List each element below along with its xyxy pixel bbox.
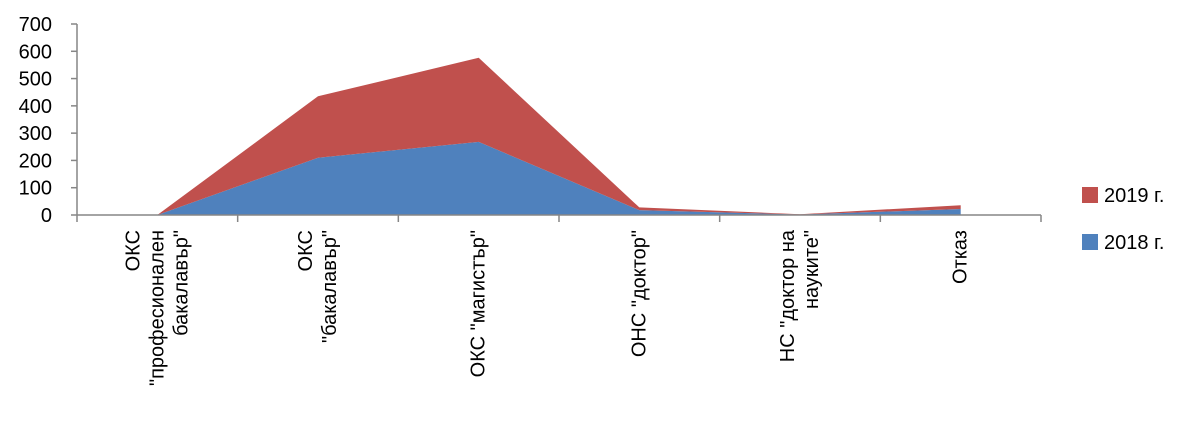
legend-swatch — [1082, 187, 1098, 203]
x-category-label-line: "бакалавър" — [319, 230, 341, 343]
chart-areas — [157, 57, 961, 215]
x-category-label: ОКС "професионален бакалавър" — [122, 230, 192, 386]
x-category-label-line: бакалавър" — [170, 230, 192, 336]
x-category-label-line: науките" — [801, 230, 823, 309]
legend-label: 2019 г. — [1104, 185, 1164, 207]
x-category-label: Отказ — [950, 230, 972, 284]
x-category-label-line: ОКС — [295, 230, 317, 271]
x-category-label-line: Отказ — [950, 230, 972, 284]
x-category-label-line: ОКС — [122, 230, 144, 271]
x-axis-categories: ОКС "професионален бакалавър" ОКС "бакалавър… — [76, 215, 1042, 386]
y-tick-label: 200 — [19, 150, 52, 172]
y-axis-ticks: 0 100 200 300 400 500 600 700 — [19, 14, 77, 227]
y-tick-label: 500 — [19, 69, 52, 91]
legend: 2019 г. 2018 г. — [1082, 185, 1164, 254]
y-tick-label: 600 — [19, 41, 52, 63]
y-tick-label: 100 — [19, 178, 52, 200]
area-series-2 — [157, 57, 961, 215]
area-series-1 — [157, 141, 961, 215]
x-category-label-line: "професионален — [146, 230, 168, 386]
y-tick-label: 0 — [41, 205, 52, 227]
y-tick-label: 400 — [19, 96, 52, 118]
legend-item: 2018 г. — [1082, 232, 1164, 254]
legend-item: 2019 г. — [1082, 185, 1164, 207]
y-tick-label: 700 — [19, 14, 52, 36]
x-category-label-line: ОКС "магистър" — [468, 230, 490, 377]
x-category-label: ОНС "доктор" — [628, 230, 650, 357]
x-category-label: НС "доктор на науките" — [777, 229, 823, 362]
x-category-label: ОКС "бакалавър" — [295, 230, 341, 343]
legend-swatch — [1082, 234, 1098, 250]
legend-label: 2018 г. — [1104, 232, 1164, 254]
x-category-label-line: ОНС "доктор" — [628, 230, 650, 357]
y-tick-label: 300 — [19, 123, 52, 145]
x-category-label: ОКС "магистър" — [468, 230, 490, 377]
x-category-label-line: НС "доктор на — [777, 229, 799, 362]
